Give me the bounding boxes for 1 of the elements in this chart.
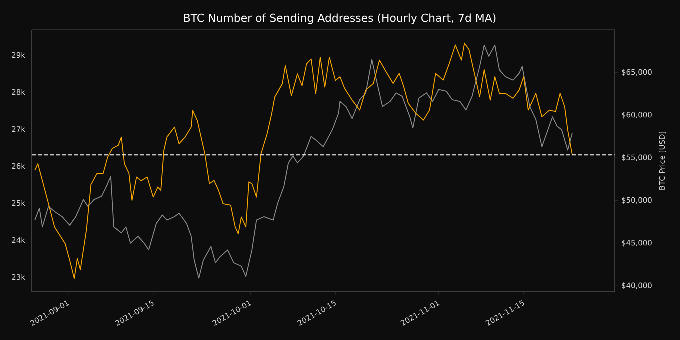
chart-title: BTC Number of Sending Addresses (Hourly Chart, 7d MA) xyxy=(184,14,496,24)
